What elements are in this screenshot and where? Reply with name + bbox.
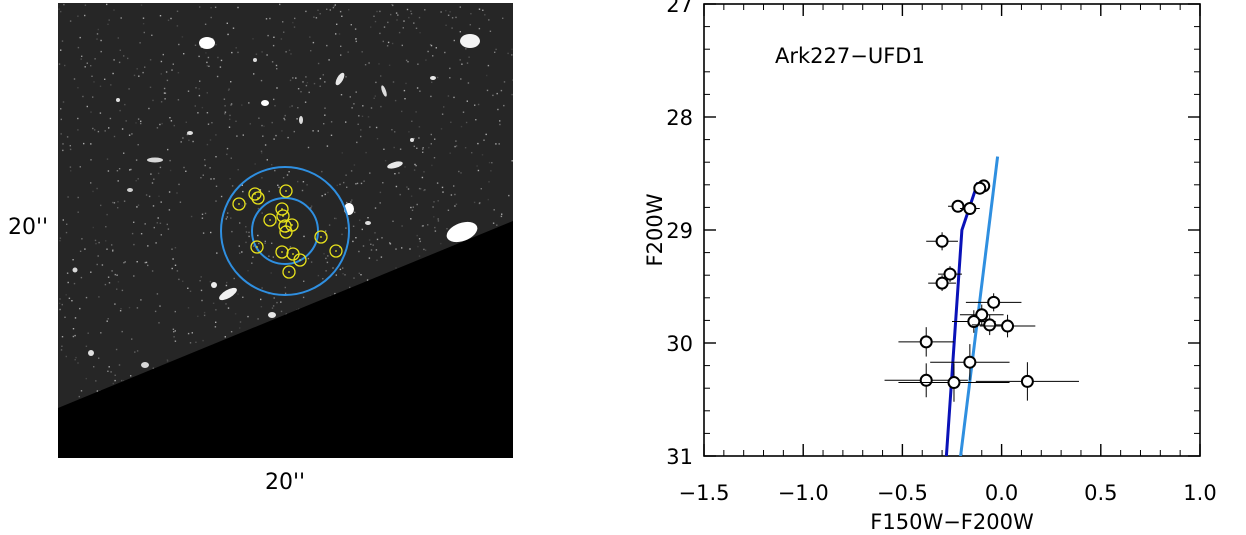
image-scale-label-horizontal: 20''	[265, 470, 305, 495]
y-tick-label: 28	[666, 106, 693, 130]
x-tick-labels: −1.5 −1.0 −0.5 0.0 0.5 1.0	[679, 481, 1217, 505]
image-scale-label-vertical: 20''	[8, 215, 48, 240]
data-point	[959, 202, 980, 216]
data-point	[898, 327, 954, 357]
cmd-chart: −1.5 −1.0 −0.5 0.0 0.5 1.0 27 28 29 30 31 Ark227−…	[643, 0, 1217, 534]
data-point-marker	[983, 318, 997, 332]
x-tick-label: 0.5	[1084, 481, 1117, 505]
y-tick-label: 29	[666, 219, 693, 243]
data-point-marker	[963, 355, 977, 369]
data-points	[884, 179, 1079, 402]
data-point	[952, 310, 996, 333]
y-tick-labels: 27 28 29 30 31	[666, 0, 693, 469]
data-point	[979, 314, 1036, 338]
data-point-marker	[951, 199, 965, 213]
data-point-marker	[935, 276, 949, 290]
source-marker	[279, 225, 293, 239]
data-point	[928, 275, 956, 292]
x-tick-label: −1.0	[778, 481, 829, 505]
data-point-marker	[963, 202, 977, 216]
data-point-marker	[947, 376, 961, 390]
y-tick-label: 27	[666, 0, 693, 17]
chart-annotation: Ark227−UFD1	[775, 44, 925, 68]
x-tick-label: 1.0	[1183, 481, 1216, 505]
outer-aperture-circle	[220, 166, 350, 296]
source-marker	[276, 209, 290, 223]
data-point	[898, 363, 1010, 402]
data-point-marker	[943, 267, 957, 281]
data-point-marker	[975, 308, 989, 322]
data-point-marker	[919, 373, 933, 387]
x-axis-label: F150W−F200W	[870, 510, 1034, 534]
source-marker	[248, 187, 262, 201]
data-point-marker	[1001, 319, 1015, 333]
data-point-marker	[987, 295, 1001, 309]
source-marker	[282, 265, 296, 279]
x-tick-label: 0.0	[985, 481, 1018, 505]
source-marker	[278, 219, 292, 233]
image-sources	[72, 34, 480, 368]
axis-ticks	[703, 3, 1201, 457]
data-point-marker	[1020, 374, 1034, 388]
source-marker	[293, 253, 307, 267]
source-marker	[232, 197, 246, 211]
data-point	[975, 362, 1079, 401]
y-tick-label: 31	[666, 445, 693, 469]
source-marker	[279, 184, 293, 198]
source-marker	[250, 240, 264, 254]
source-markers	[232, 184, 343, 279]
x-tick-label: −1.5	[679, 481, 730, 505]
data-point	[926, 232, 958, 251]
sky-image-panel	[58, 3, 513, 458]
data-point	[965, 293, 1022, 312]
x-tick-label: −0.5	[877, 481, 928, 505]
data-point-marker	[967, 315, 981, 329]
source-marker	[329, 244, 343, 258]
source-marker	[275, 202, 289, 216]
data-point	[938, 266, 962, 282]
inner-aperture-circle	[251, 197, 319, 265]
source-marker	[263, 213, 277, 227]
data-point	[930, 344, 1010, 381]
data-point-marker	[935, 234, 949, 248]
source-marker	[314, 230, 328, 244]
image-masked-region	[58, 221, 513, 458]
y-axis-label: F200W	[643, 193, 667, 266]
source-marker	[251, 191, 265, 205]
data-point-marker	[919, 335, 933, 349]
data-point-marker	[973, 181, 987, 195]
data-point	[973, 181, 987, 195]
y-tick-label: 30	[666, 332, 693, 356]
